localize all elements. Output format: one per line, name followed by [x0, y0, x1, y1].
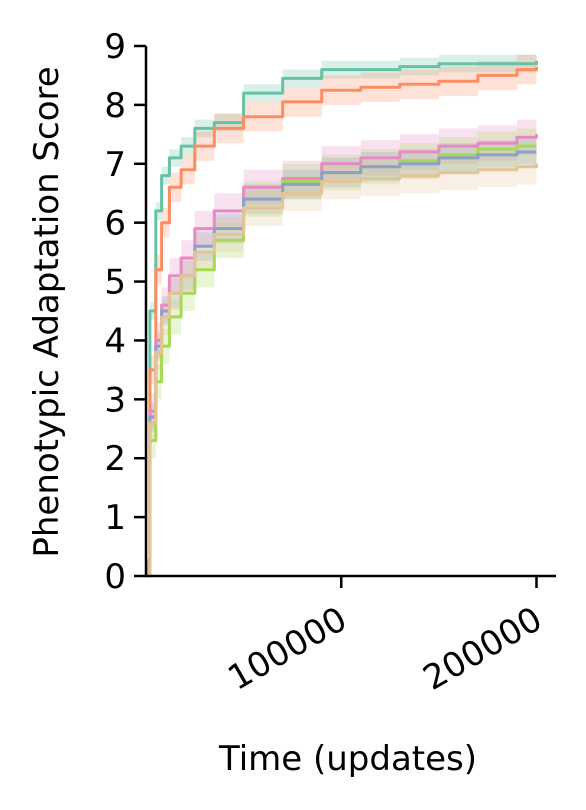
series-5-band — [146, 137, 537, 577]
y-tick-label: 8 — [104, 86, 126, 126]
series-6-line — [146, 163, 538, 578]
y-tick-label: 9 — [104, 27, 126, 67]
series-layer — [146, 51, 538, 578]
y-axis-title: Phenotypic Adaptation Score — [27, 66, 67, 557]
series-2-line — [146, 66, 538, 578]
y-tick-label: 2 — [104, 439, 126, 479]
axes-layer — [144, 46, 556, 578]
y-tick-label: 5 — [104, 263, 126, 303]
x-tick-label: 100000 — [221, 599, 353, 699]
x-axis-title: Time (updates) — [218, 739, 477, 779]
y-tick-label: 4 — [104, 321, 126, 361]
series-1-line — [146, 60, 538, 578]
series-4-line — [146, 144, 537, 578]
y-tick-label: 6 — [104, 204, 126, 244]
series-3-line — [146, 134, 538, 578]
y-tick-label: 3 — [104, 380, 126, 420]
y-tick-label: 7 — [104, 145, 126, 185]
series-6-band — [146, 146, 537, 576]
y-tick-label: 1 — [104, 498, 126, 538]
y-tick-label: 0 — [104, 557, 126, 597]
x-tick-label: 200000 — [417, 599, 549, 699]
